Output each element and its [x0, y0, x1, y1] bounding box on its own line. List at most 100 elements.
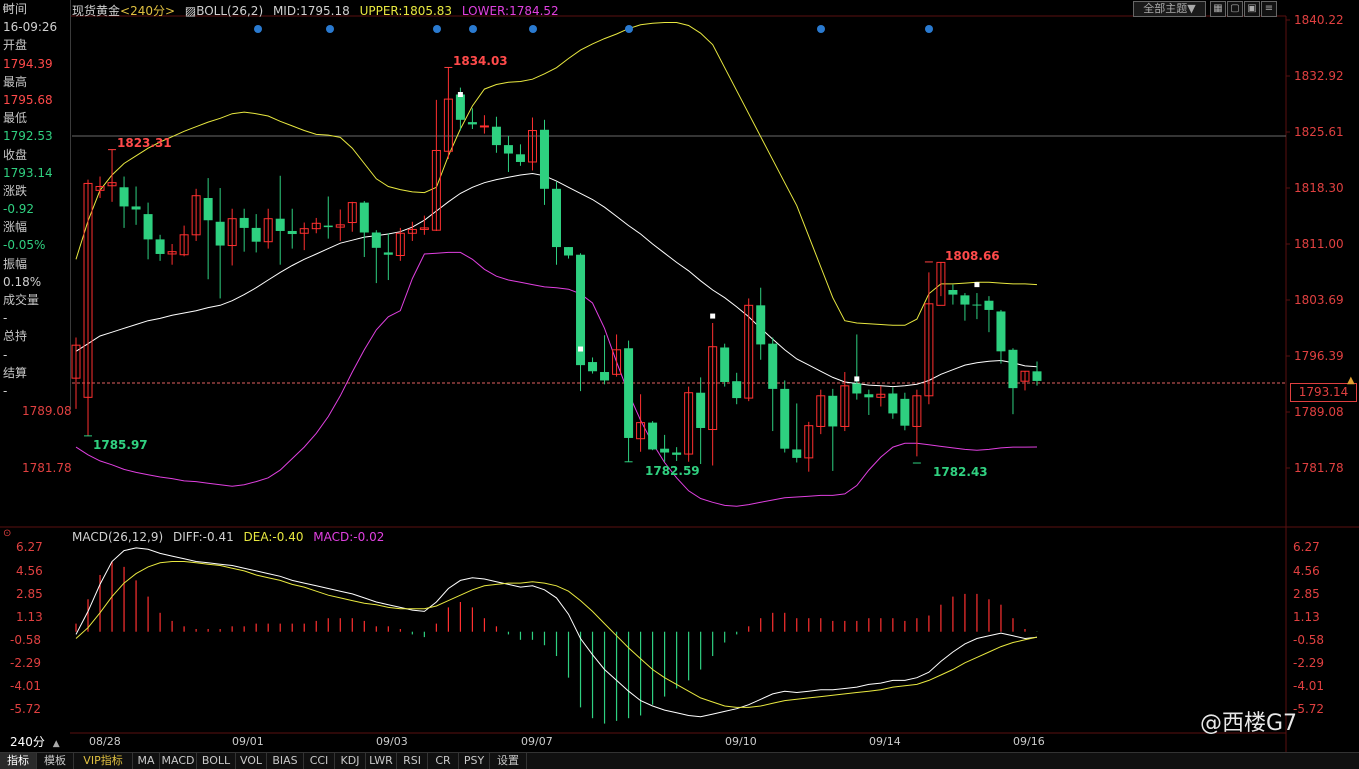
indicator-tab[interactable]: VOL	[236, 753, 267, 769]
candle-body	[539, 129, 549, 189]
indicator-tab[interactable]: BIAS	[267, 753, 304, 769]
indicator-tab[interactable]: BOLL	[197, 753, 236, 769]
candle-body	[864, 394, 874, 398]
macd-axis-label: 1.13	[16, 610, 43, 624]
candle-body	[696, 392, 706, 428]
candle-body	[720, 347, 730, 382]
candle-body	[431, 149, 441, 231]
candle-body	[816, 395, 826, 427]
indicator-tab[interactable]: MA	[133, 753, 160, 769]
candle-body	[828, 395, 838, 427]
candle-body	[251, 227, 261, 242]
price-axis-label: 1803.69	[1294, 293, 1344, 307]
candle-body	[131, 206, 141, 210]
candle-body	[191, 195, 201, 236]
period-select[interactable]: 240分 ▲	[0, 733, 70, 751]
candle-body	[1032, 371, 1042, 381]
macd-axis-label: -0.58	[1293, 633, 1325, 647]
period-select-label: 240分	[10, 735, 45, 749]
indicator-icon[interactable]: ▨	[184, 4, 197, 18]
macd-axis-label: -0.58	[10, 633, 42, 647]
candle-body	[395, 232, 405, 256]
signal-dot	[433, 25, 441, 33]
settlement-value: -	[3, 383, 8, 398]
date-axis-label: 09/01	[232, 735, 264, 748]
macd-axis-label: 4.56	[16, 564, 43, 578]
minimize-icon[interactable]: ▣	[1244, 1, 1260, 17]
date-axis-label: 09/10	[725, 735, 757, 748]
price-axis-label: 1796.39	[1294, 349, 1344, 363]
boll-upper: UPPER:1805.83	[359, 4, 453, 18]
candle-body	[515, 154, 525, 162]
indicator-tab[interactable]: 设置	[490, 753, 527, 769]
price-axis-label: 1840.22	[1294, 13, 1344, 27]
indicator-tab[interactable]: CCI	[304, 753, 335, 769]
menu-icon[interactable]: ≡	[1261, 1, 1277, 17]
boll-name: BOLL(26,2)	[196, 4, 264, 18]
macd-value: MACD:-0.02	[313, 530, 385, 544]
indicator-tab[interactable]: 模板	[37, 753, 74, 769]
indicator-tab[interactable]: KDJ	[335, 753, 366, 769]
time-label: 时间	[3, 2, 28, 16]
signal-marker	[854, 376, 860, 382]
date-axis-label: 09/03	[376, 735, 408, 748]
candle-body	[71, 344, 81, 379]
watermark: @西楼G7	[1200, 711, 1298, 736]
close-indicator-icon[interactable]: ⊙	[3, 528, 12, 539]
candle-body	[648, 422, 658, 450]
date-axis-label: 09/14	[869, 735, 901, 748]
candle-body	[443, 98, 453, 152]
restore-icon[interactable]: ▢	[1227, 1, 1243, 17]
boll-lower-line	[75, 251, 1038, 507]
candle-body	[95, 186, 105, 191]
candle-body	[383, 252, 393, 255]
candle-body	[371, 232, 381, 248]
indicator-tab[interactable]: VIP指标	[74, 753, 133, 769]
low-label: 最低	[3, 111, 28, 126]
macd-dea: DEA:-0.40	[243, 530, 304, 544]
open-label: 开盘	[3, 38, 28, 53]
indicator-tab[interactable]: CR	[428, 753, 459, 769]
candle-body	[804, 425, 814, 459]
period-dropdown-icon[interactable]: ▲	[52, 739, 60, 749]
candle-body	[756, 305, 766, 345]
period-label[interactable]: <240分>	[120, 4, 176, 18]
high-label: 最高	[3, 74, 28, 89]
candle-body	[900, 398, 910, 426]
pct-label: 涨幅	[3, 220, 28, 235]
boll-mid: MID:1795.18	[272, 4, 350, 18]
amp-value: 0.18%	[3, 274, 42, 289]
indicator-tab[interactable]: 指标	[0, 753, 37, 769]
price-axis-label: 1811.00	[1294, 237, 1344, 251]
candle-body	[227, 218, 237, 247]
low-value: 1792.53	[3, 129, 53, 144]
macd-axis-label: 6.27	[1293, 540, 1320, 554]
indicator-tab[interactable]: LWR	[366, 753, 397, 769]
signal-dot	[529, 25, 537, 33]
chart-type-icon[interactable]: ▭	[2, 1, 13, 14]
candle-body	[840, 385, 850, 427]
price-axis-label: 1832.92	[1294, 69, 1344, 83]
candle-body	[503, 145, 513, 154]
high-annotation: 1823.31	[117, 136, 172, 150]
indicator-tab[interactable]: RSI	[397, 753, 428, 769]
amp-label: 振幅	[3, 256, 28, 271]
low-annotation: 1782.59	[645, 464, 700, 478]
candle-body	[708, 346, 718, 431]
candle-body	[672, 452, 682, 455]
indicator-tab[interactable]: PSY	[459, 753, 490, 769]
layout-icon[interactable]: ▦	[1210, 1, 1226, 17]
macd-axis-label: -2.29	[10, 656, 42, 670]
signal-dot	[469, 25, 477, 33]
candle-body	[936, 261, 946, 306]
candle-body	[311, 222, 321, 230]
theme-selector[interactable]: 全部主题▼	[1133, 1, 1206, 17]
candle-body	[972, 304, 982, 306]
candle-body	[143, 214, 153, 240]
left-axis-label: 1781.78	[22, 461, 72, 475]
indicator-tab[interactable]: MACD	[160, 753, 197, 769]
macd-axis-label: 2.85	[16, 587, 43, 601]
candle-body	[744, 304, 754, 399]
candle-body	[876, 393, 886, 398]
